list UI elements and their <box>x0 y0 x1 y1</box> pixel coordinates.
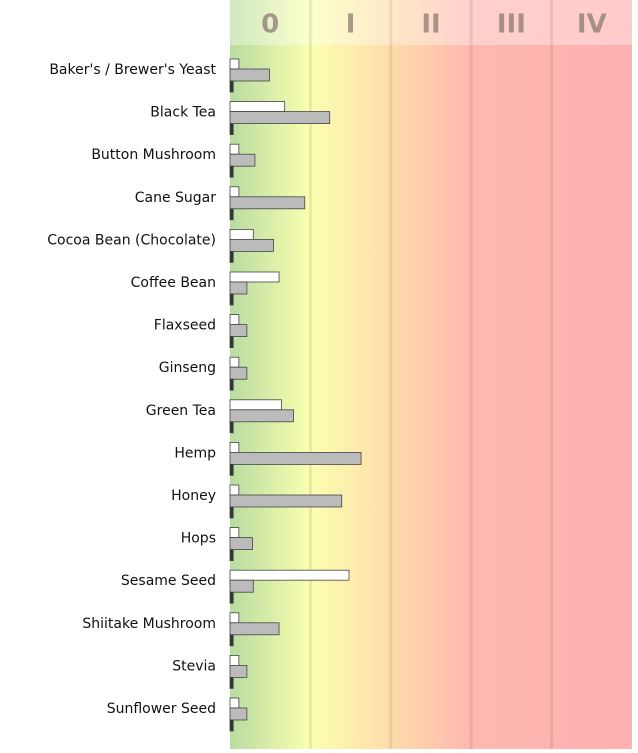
bar <box>229 293 234 306</box>
bar <box>229 421 234 434</box>
category-label: Cane Sugar <box>135 190 217 206</box>
bar <box>229 537 253 550</box>
bar <box>229 697 240 709</box>
bar <box>229 314 240 326</box>
category-label: Coffee Bean <box>131 275 216 291</box>
header-band <box>230 0 632 45</box>
category-label: Black Tea <box>150 105 216 121</box>
bar <box>229 569 350 581</box>
bar <box>229 68 270 82</box>
bar <box>229 707 248 721</box>
category-label: Cocoa Bean (Chocolate) <box>47 232 216 248</box>
bar <box>229 143 240 155</box>
bar <box>229 250 234 263</box>
category-label: Button Mushroom <box>91 147 216 163</box>
bar <box>229 494 343 508</box>
bar <box>229 228 254 240</box>
bar <box>229 612 240 624</box>
band-label: 0 <box>261 10 279 40</box>
bar <box>229 58 240 70</box>
bar <box>229 506 234 519</box>
category-label: Sesame Seed <box>121 573 216 589</box>
category-label: Honey <box>171 488 216 504</box>
bar <box>229 622 280 636</box>
bar <box>229 165 234 178</box>
bar <box>229 366 248 380</box>
category-label: Shiitake Mushroom <box>82 616 216 632</box>
plot-background <box>230 0 632 749</box>
band-label: I <box>346 10 356 40</box>
bar <box>229 281 248 295</box>
bar <box>229 579 254 593</box>
category-label: Sunflower Seed <box>107 701 216 717</box>
bar <box>229 549 234 561</box>
band-label: III <box>497 10 526 40</box>
bar <box>229 719 234 732</box>
bar <box>229 463 234 476</box>
bar <box>229 111 331 124</box>
bar <box>229 356 240 368</box>
bar <box>229 378 234 391</box>
bar <box>229 677 234 689</box>
bar <box>229 451 362 465</box>
bar <box>229 655 240 666</box>
category-label: Stevia <box>172 658 216 674</box>
category-label: Green Tea <box>146 403 216 419</box>
bar <box>229 208 234 221</box>
bar <box>229 324 248 338</box>
bar <box>229 399 282 411</box>
bar <box>229 634 234 647</box>
band-label: II <box>421 10 440 40</box>
category-label: Hops <box>181 531 216 547</box>
bar <box>229 441 240 453</box>
bar <box>229 484 240 496</box>
bar <box>229 238 274 252</box>
bar <box>229 591 234 604</box>
bar <box>229 527 240 538</box>
band-label: IV <box>577 10 607 40</box>
category-label: Baker's / Brewer's Yeast <box>49 62 216 78</box>
category-label: Ginseng <box>159 360 216 376</box>
bar <box>229 665 248 678</box>
bar <box>229 409 294 423</box>
bar <box>229 123 234 135</box>
category-label: Flaxseed <box>154 318 216 334</box>
bar <box>229 196 306 210</box>
bar <box>229 336 234 349</box>
bar <box>229 80 234 93</box>
category-label: Hemp <box>174 445 216 461</box>
bar <box>229 101 286 112</box>
bar <box>229 186 240 198</box>
bar <box>229 271 280 283</box>
bar <box>229 153 256 167</box>
